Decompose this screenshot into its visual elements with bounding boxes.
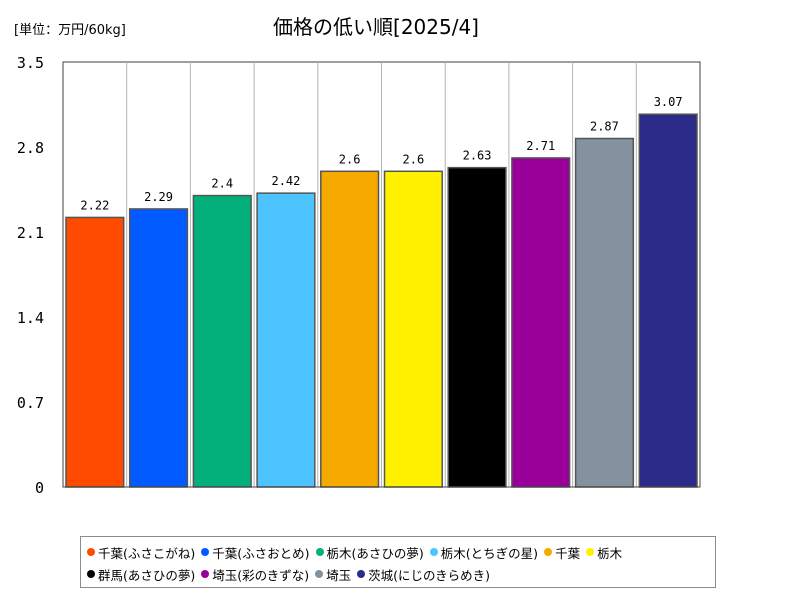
chart-title: 価格の低い順[2025/4]: [273, 15, 479, 39]
legend-item: 千葉(ふさおとめ): [201, 543, 310, 562]
legend-item: 埼玉(彩のきずな): [201, 565, 309, 584]
bar-value-label: 2.6: [403, 152, 425, 166]
legend-label: 栃木: [597, 545, 623, 561]
legend-label: 千葉: [555, 545, 581, 561]
legend-label: 栃木(とちぎの星): [440, 545, 539, 561]
legend-marker: [357, 570, 366, 578]
bar-value-label: 2.71: [526, 139, 555, 153]
legend-item: 千葉(ふさこがね): [87, 543, 195, 562]
bar: [320, 170, 380, 488]
y-tick-label: 1.4: [17, 309, 44, 327]
unit-label: [単位：万円/60kg]: [14, 22, 126, 38]
bar: [128, 208, 189, 488]
bar: [192, 194, 252, 488]
bar-value-label: 2.6: [339, 152, 361, 166]
bar: [574, 137, 635, 488]
bar: [638, 113, 698, 488]
legend-label: 千葉(ふさこがね): [98, 545, 196, 561]
bar-value-label: 2.42: [271, 174, 300, 188]
legend-label: 埼玉: [326, 567, 352, 583]
bar-value-label: 2.87: [590, 120, 619, 134]
legend-marker: [544, 548, 553, 556]
legend-row: 千葉(ふさこがね) 千葉(ふさおとめ) 栃木(あさひの夢) 栃木(とちぎの星) 千葉 栃木: [87, 541, 709, 563]
legend-label: 埼玉(彩のきずな): [212, 567, 310, 583]
bar-value-label: 2.4: [211, 177, 233, 191]
y-tick-label: 0: [35, 479, 44, 497]
legend-label: 栃木(あさひの夢): [326, 545, 424, 561]
legend-item: 埼玉: [315, 565, 351, 584]
bar: [511, 157, 571, 488]
legend-item: 栃木: [586, 543, 622, 562]
gridlines: [126, 62, 637, 487]
legend-marker: [87, 548, 95, 556]
legend: 千葉(ふさこがね) 千葉(ふさおとめ) 栃木(あさひの夢) 栃木(とちぎの星) 千葉 栃木…: [80, 536, 716, 588]
y-tick-label: 2.8: [17, 139, 44, 157]
bar-value-label: 3.07: [654, 95, 683, 109]
bar: [256, 192, 316, 488]
legend-row: 群馬(あさひの夢) 埼玉(彩のきずな) 埼玉 茨城(にじのきらめき): [87, 563, 709, 585]
legend-marker: [315, 570, 324, 578]
y-axis-ticks: 0 0.7 1.4 2.1 2.8 3.5: [17, 54, 44, 497]
legend-item: 群馬(あさひの夢): [87, 565, 195, 584]
legend-item: 栃木(あさひの夢): [315, 543, 424, 562]
legend-marker: [201, 548, 210, 556]
bars: [65, 113, 698, 488]
y-tick-label: 3.5: [17, 54, 44, 72]
legend-marker: [586, 548, 595, 556]
legend-marker: [315, 548, 324, 556]
legend-label: 茨城(にじのきらめき): [368, 567, 491, 583]
bar: [383, 170, 443, 488]
legend-item: 栃木(とちぎの星): [429, 543, 539, 562]
bar-value-label: 2.22: [80, 198, 109, 212]
legend-label: 群馬(あさひの夢): [98, 567, 196, 583]
bar: [447, 166, 507, 488]
legend-marker: [87, 570, 95, 578]
legend-marker: [201, 570, 210, 578]
bar-value-label: 2.63: [463, 149, 492, 163]
bar-value-labels: 2.22 2.29 2.4 2.42 2.6 2.6 2.63 2.71 2.87 3.07: [80, 95, 682, 212]
legend-label: 千葉(ふさおとめ): [212, 545, 310, 561]
legend-item: 千葉: [544, 543, 580, 562]
bar: [65, 216, 125, 488]
y-tick-label: 2.1: [17, 224, 44, 242]
legend-item: 茨城(にじのきらめき): [357, 565, 490, 584]
bar-value-label: 2.29: [144, 190, 173, 204]
y-tick-label: 0.7: [17, 394, 44, 412]
legend-marker: [429, 548, 438, 556]
